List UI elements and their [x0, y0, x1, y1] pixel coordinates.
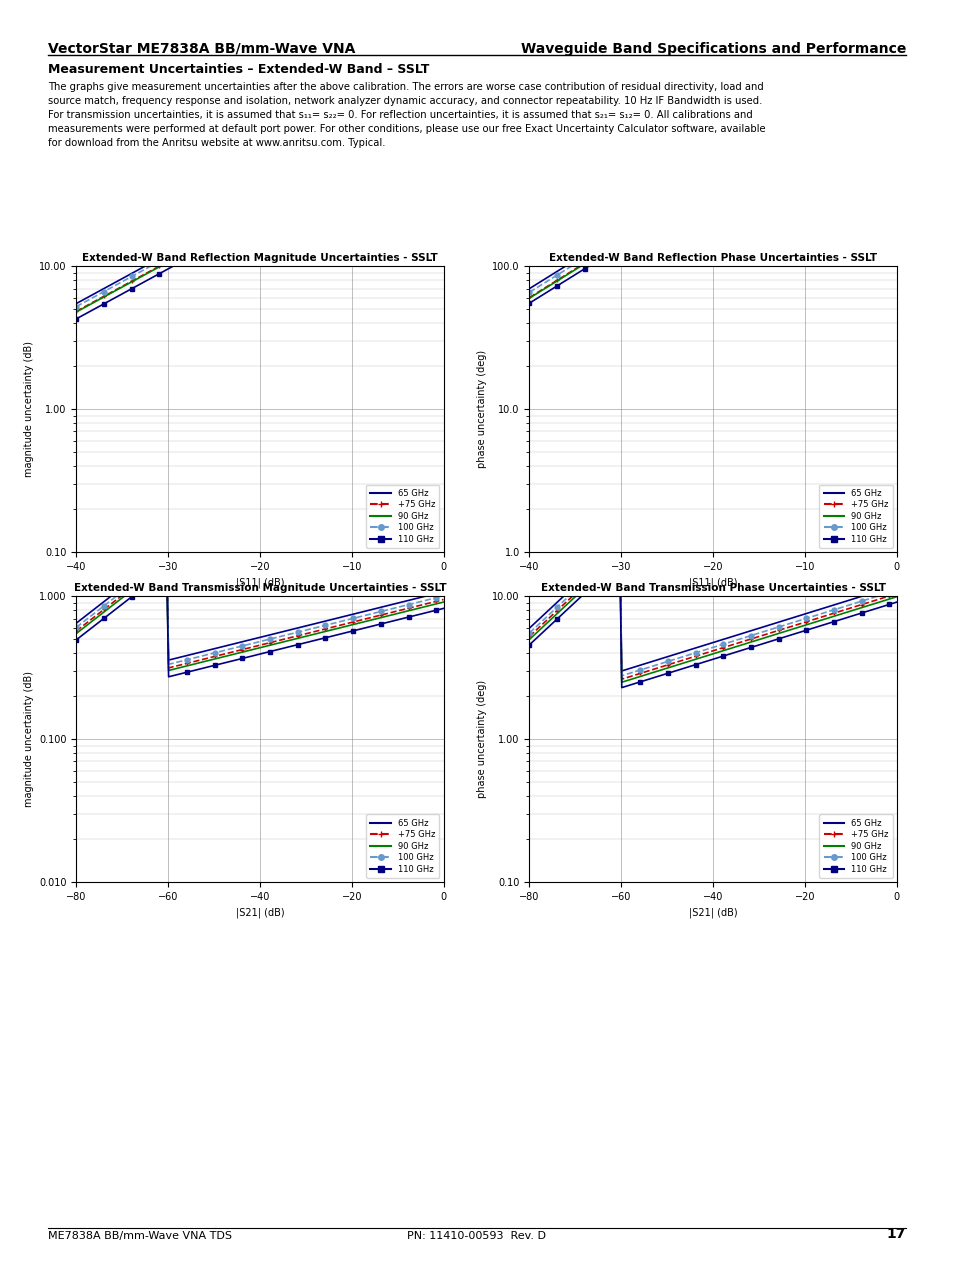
X-axis label: |S11| (dB): |S11| (dB) [235, 577, 284, 588]
Legend: 65 GHz, +75 GHz, 90 GHz, 100 GHz, 110 GHz: 65 GHz, +75 GHz, 90 GHz, 100 GHz, 110 GH… [366, 815, 439, 878]
Legend: 65 GHz, +75 GHz, 90 GHz, 100 GHz, 110 GHz: 65 GHz, +75 GHz, 90 GHz, 100 GHz, 110 GH… [366, 485, 439, 548]
Text: The graphs give measurement uncertainties after the above calibration. The error: The graphs give measurement uncertaintie… [48, 82, 764, 148]
Y-axis label: phase uncertainty (deg): phase uncertainty (deg) [476, 680, 486, 798]
X-axis label: |S21| (dB): |S21| (dB) [688, 907, 737, 917]
Title: Extended-W Band Reflection Magnitude Uncertainties - SSLT: Extended-W Band Reflection Magnitude Unc… [82, 253, 437, 263]
Legend: 65 GHz, +75 GHz, 90 GHz, 100 GHz, 110 GHz: 65 GHz, +75 GHz, 90 GHz, 100 GHz, 110 GH… [819, 485, 892, 548]
Legend: 65 GHz, +75 GHz, 90 GHz, 100 GHz, 110 GHz: 65 GHz, +75 GHz, 90 GHz, 100 GHz, 110 GH… [819, 815, 892, 878]
X-axis label: |S21| (dB): |S21| (dB) [235, 907, 284, 917]
Title: Extended-W Band Reflection Phase Uncertainties - SSLT: Extended-W Band Reflection Phase Uncerta… [549, 253, 876, 263]
Text: PN: 11410-00593  Rev. D: PN: 11410-00593 Rev. D [407, 1231, 546, 1241]
Text: VectorStar ME7838A BB/mm-Wave VNA: VectorStar ME7838A BB/mm-Wave VNA [48, 42, 355, 56]
Title: Extended-W Band Transmission Magnitude Uncertainties - SSLT: Extended-W Band Transmission Magnitude U… [73, 582, 446, 593]
Title: Extended-W Band Transmission Phase Uncertainties - SSLT: Extended-W Band Transmission Phase Uncer… [540, 582, 884, 593]
X-axis label: |S11| (dB): |S11| (dB) [688, 577, 737, 588]
Text: Waveguide Band Specifications and Performance: Waveguide Band Specifications and Perfor… [520, 42, 905, 56]
Text: ME7838A BB/mm-Wave VNA TDS: ME7838A BB/mm-Wave VNA TDS [48, 1231, 232, 1241]
Text: 17: 17 [886, 1227, 905, 1241]
Y-axis label: phase uncertainty (deg): phase uncertainty (deg) [476, 350, 486, 468]
Y-axis label: magnitude uncertainty (dB): magnitude uncertainty (dB) [24, 341, 33, 477]
Text: Measurement Uncertainties – Extended-W Band – SSLT: Measurement Uncertainties – Extended-W B… [48, 63, 429, 76]
Y-axis label: magnitude uncertainty (dB): magnitude uncertainty (dB) [24, 671, 33, 807]
